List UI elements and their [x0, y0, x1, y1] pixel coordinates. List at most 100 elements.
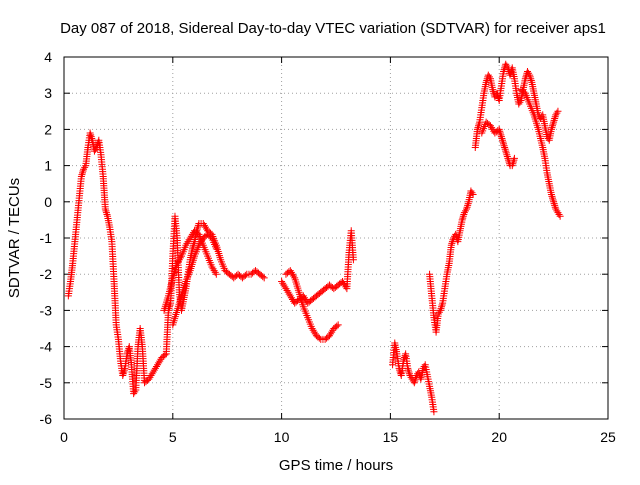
- data-point: [78, 169, 86, 177]
- data-point: [527, 75, 535, 83]
- data-point: [547, 125, 555, 133]
- data-point: [551, 115, 559, 123]
- data-point: [468, 189, 476, 197]
- data-point: [87, 131, 95, 139]
- data-point: [102, 209, 110, 217]
- data-point: [464, 200, 472, 208]
- data-point: [526, 71, 534, 79]
- data-point: [410, 379, 418, 387]
- data-point: [550, 116, 558, 124]
- data-point: [459, 212, 467, 220]
- data-point: [437, 305, 445, 313]
- data-point: [405, 370, 413, 378]
- data-point: [527, 77, 535, 85]
- data-point: [146, 373, 154, 381]
- data-point: [196, 239, 204, 247]
- data-point: [349, 256, 357, 264]
- data-point: [328, 328, 336, 336]
- data-point: [500, 142, 508, 150]
- data-point: [415, 368, 423, 376]
- data-point: [281, 283, 289, 291]
- data-point: [166, 303, 174, 311]
- data-point: [406, 372, 414, 380]
- data-point: [486, 122, 494, 130]
- data-point: [552, 205, 560, 213]
- data-point: [155, 359, 163, 367]
- data-point: [502, 149, 510, 157]
- data-point: [315, 334, 323, 342]
- data-point: [290, 272, 298, 280]
- data-point: [509, 160, 517, 168]
- data-point: [458, 216, 466, 224]
- data-point: [300, 294, 308, 302]
- data-point: [553, 109, 561, 117]
- data-point: [501, 144, 509, 151]
- data-point: [503, 62, 511, 70]
- data-point: [188, 245, 196, 253]
- data-point: [197, 238, 205, 246]
- data-point: [550, 200, 558, 208]
- data-point: [551, 113, 559, 121]
- data-point: [308, 325, 316, 332]
- data-point: [547, 191, 555, 199]
- data-point: [475, 122, 483, 130]
- data-point: [79, 167, 87, 175]
- y-tick-label: -4: [40, 339, 53, 355]
- data-point: [464, 201, 472, 209]
- data-point: [494, 93, 502, 101]
- data-point: [87, 133, 95, 141]
- data-point: [119, 370, 127, 378]
- data-point: [284, 288, 292, 296]
- data-point: [200, 221, 208, 229]
- data-point: [515, 100, 523, 108]
- data-point: [185, 236, 193, 244]
- y-tick-label: -6: [40, 411, 53, 427]
- x-tick-label: 20: [491, 429, 507, 445]
- data-point: [154, 361, 162, 369]
- data-point: [183, 239, 191, 247]
- data-point: [401, 353, 409, 361]
- plot-frame: [63, 56, 609, 420]
- data-point: [80, 165, 88, 173]
- data-point: [498, 136, 506, 144]
- data-point: [436, 306, 444, 314]
- data-point: [103, 210, 111, 218]
- data-point: [438, 301, 446, 309]
- data-point: [556, 212, 564, 220]
- data-point: [498, 134, 506, 142]
- data-point: [286, 267, 294, 275]
- data-point: [210, 267, 218, 275]
- data-point: [506, 71, 514, 79]
- y-tick-label: 3: [44, 85, 52, 101]
- data-point: [310, 328, 318, 336]
- data-point: [430, 408, 438, 416]
- data-point: [510, 154, 518, 162]
- data-point: [469, 191, 477, 199]
- data-point: [148, 370, 156, 378]
- data-point: [523, 67, 531, 75]
- data-point: [489, 125, 497, 133]
- data-point: [396, 368, 404, 376]
- data-point: [508, 162, 516, 170]
- data-point: [209, 265, 217, 273]
- data-point: [397, 370, 405, 378]
- data-point: [551, 203, 559, 211]
- data-point: [166, 301, 174, 309]
- data-point: [94, 140, 102, 148]
- data-point: [175, 256, 183, 264]
- data-point: [145, 375, 153, 383]
- data-point: [302, 296, 310, 304]
- data-point: [182, 241, 190, 249]
- data-point: [503, 151, 511, 159]
- data-point: [553, 207, 561, 215]
- data-point: [502, 147, 510, 155]
- data-point: [548, 192, 556, 200]
- data-point: [283, 286, 291, 294]
- data-point: [94, 138, 102, 146]
- data-point: [550, 118, 558, 126]
- data-point: [463, 203, 471, 211]
- data-point: [488, 124, 496, 132]
- data-point: [482, 78, 490, 86]
